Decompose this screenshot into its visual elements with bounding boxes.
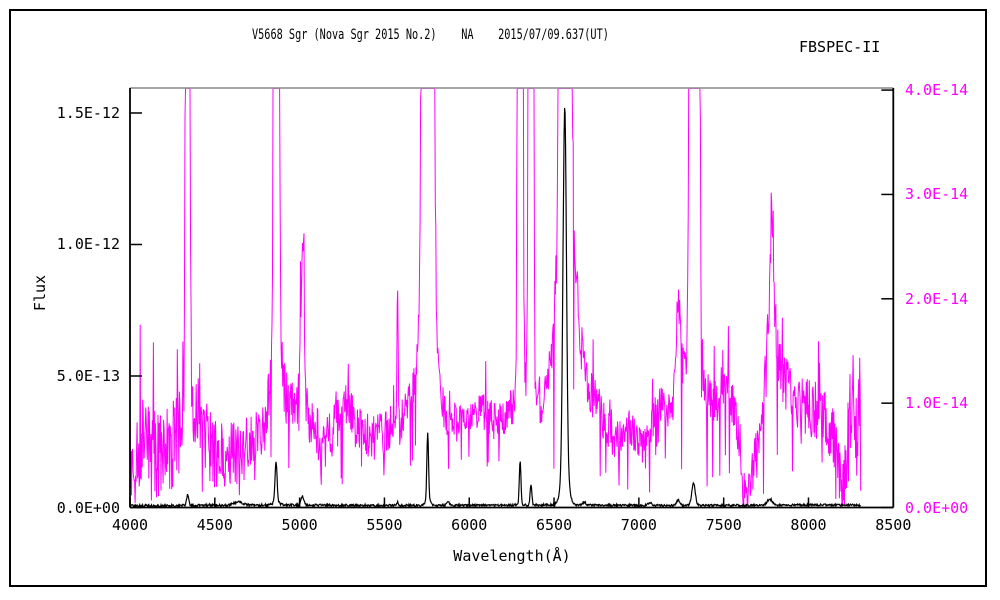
left-y-tick-label: 1.5E-12 [56,103,120,122]
series-black-trace-left-axis [130,107,862,508]
left-y-tick-label: 5.0E-13 [56,366,120,385]
right-y-tick-label: 4.0E-14 [905,81,969,100]
series-magenta-trace-right-axis [130,88,862,508]
x-tick-label: 8000 [790,516,827,534]
x-axis-title: Wavelength(Å) [453,547,571,565]
instrument-label: FBSPEC-II [799,38,881,56]
x-tick-label: 4500 [196,516,233,534]
chart-title: V5668 Sgr (Nova Sgr 2015 No.2) NA 2015/0… [252,27,609,43]
right-y-tick-label: 3.0E-14 [905,185,969,204]
x-tick-label: 6500 [535,516,573,534]
right-y-tick-label: 0.0E+00 [905,498,969,517]
left-y-tick-label: 1.0E-12 [56,235,120,254]
figure-border [9,9,987,587]
x-tick-label: 5500 [366,516,403,534]
x-tick-label: 6000 [451,516,488,534]
x-tick-label: 4000 [111,516,149,534]
left-y-tick-label: 0.0E+00 [56,498,120,517]
x-tick-label: 7000 [620,516,657,534]
x-tick-label: 7500 [705,516,742,534]
right-y-tick-label: 2.0E-14 [905,289,969,308]
right-y-tick-label: 1.0E-14 [905,394,969,413]
x-tick-label: 5000 [281,516,318,534]
x-tick-label: 8500 [875,516,912,534]
